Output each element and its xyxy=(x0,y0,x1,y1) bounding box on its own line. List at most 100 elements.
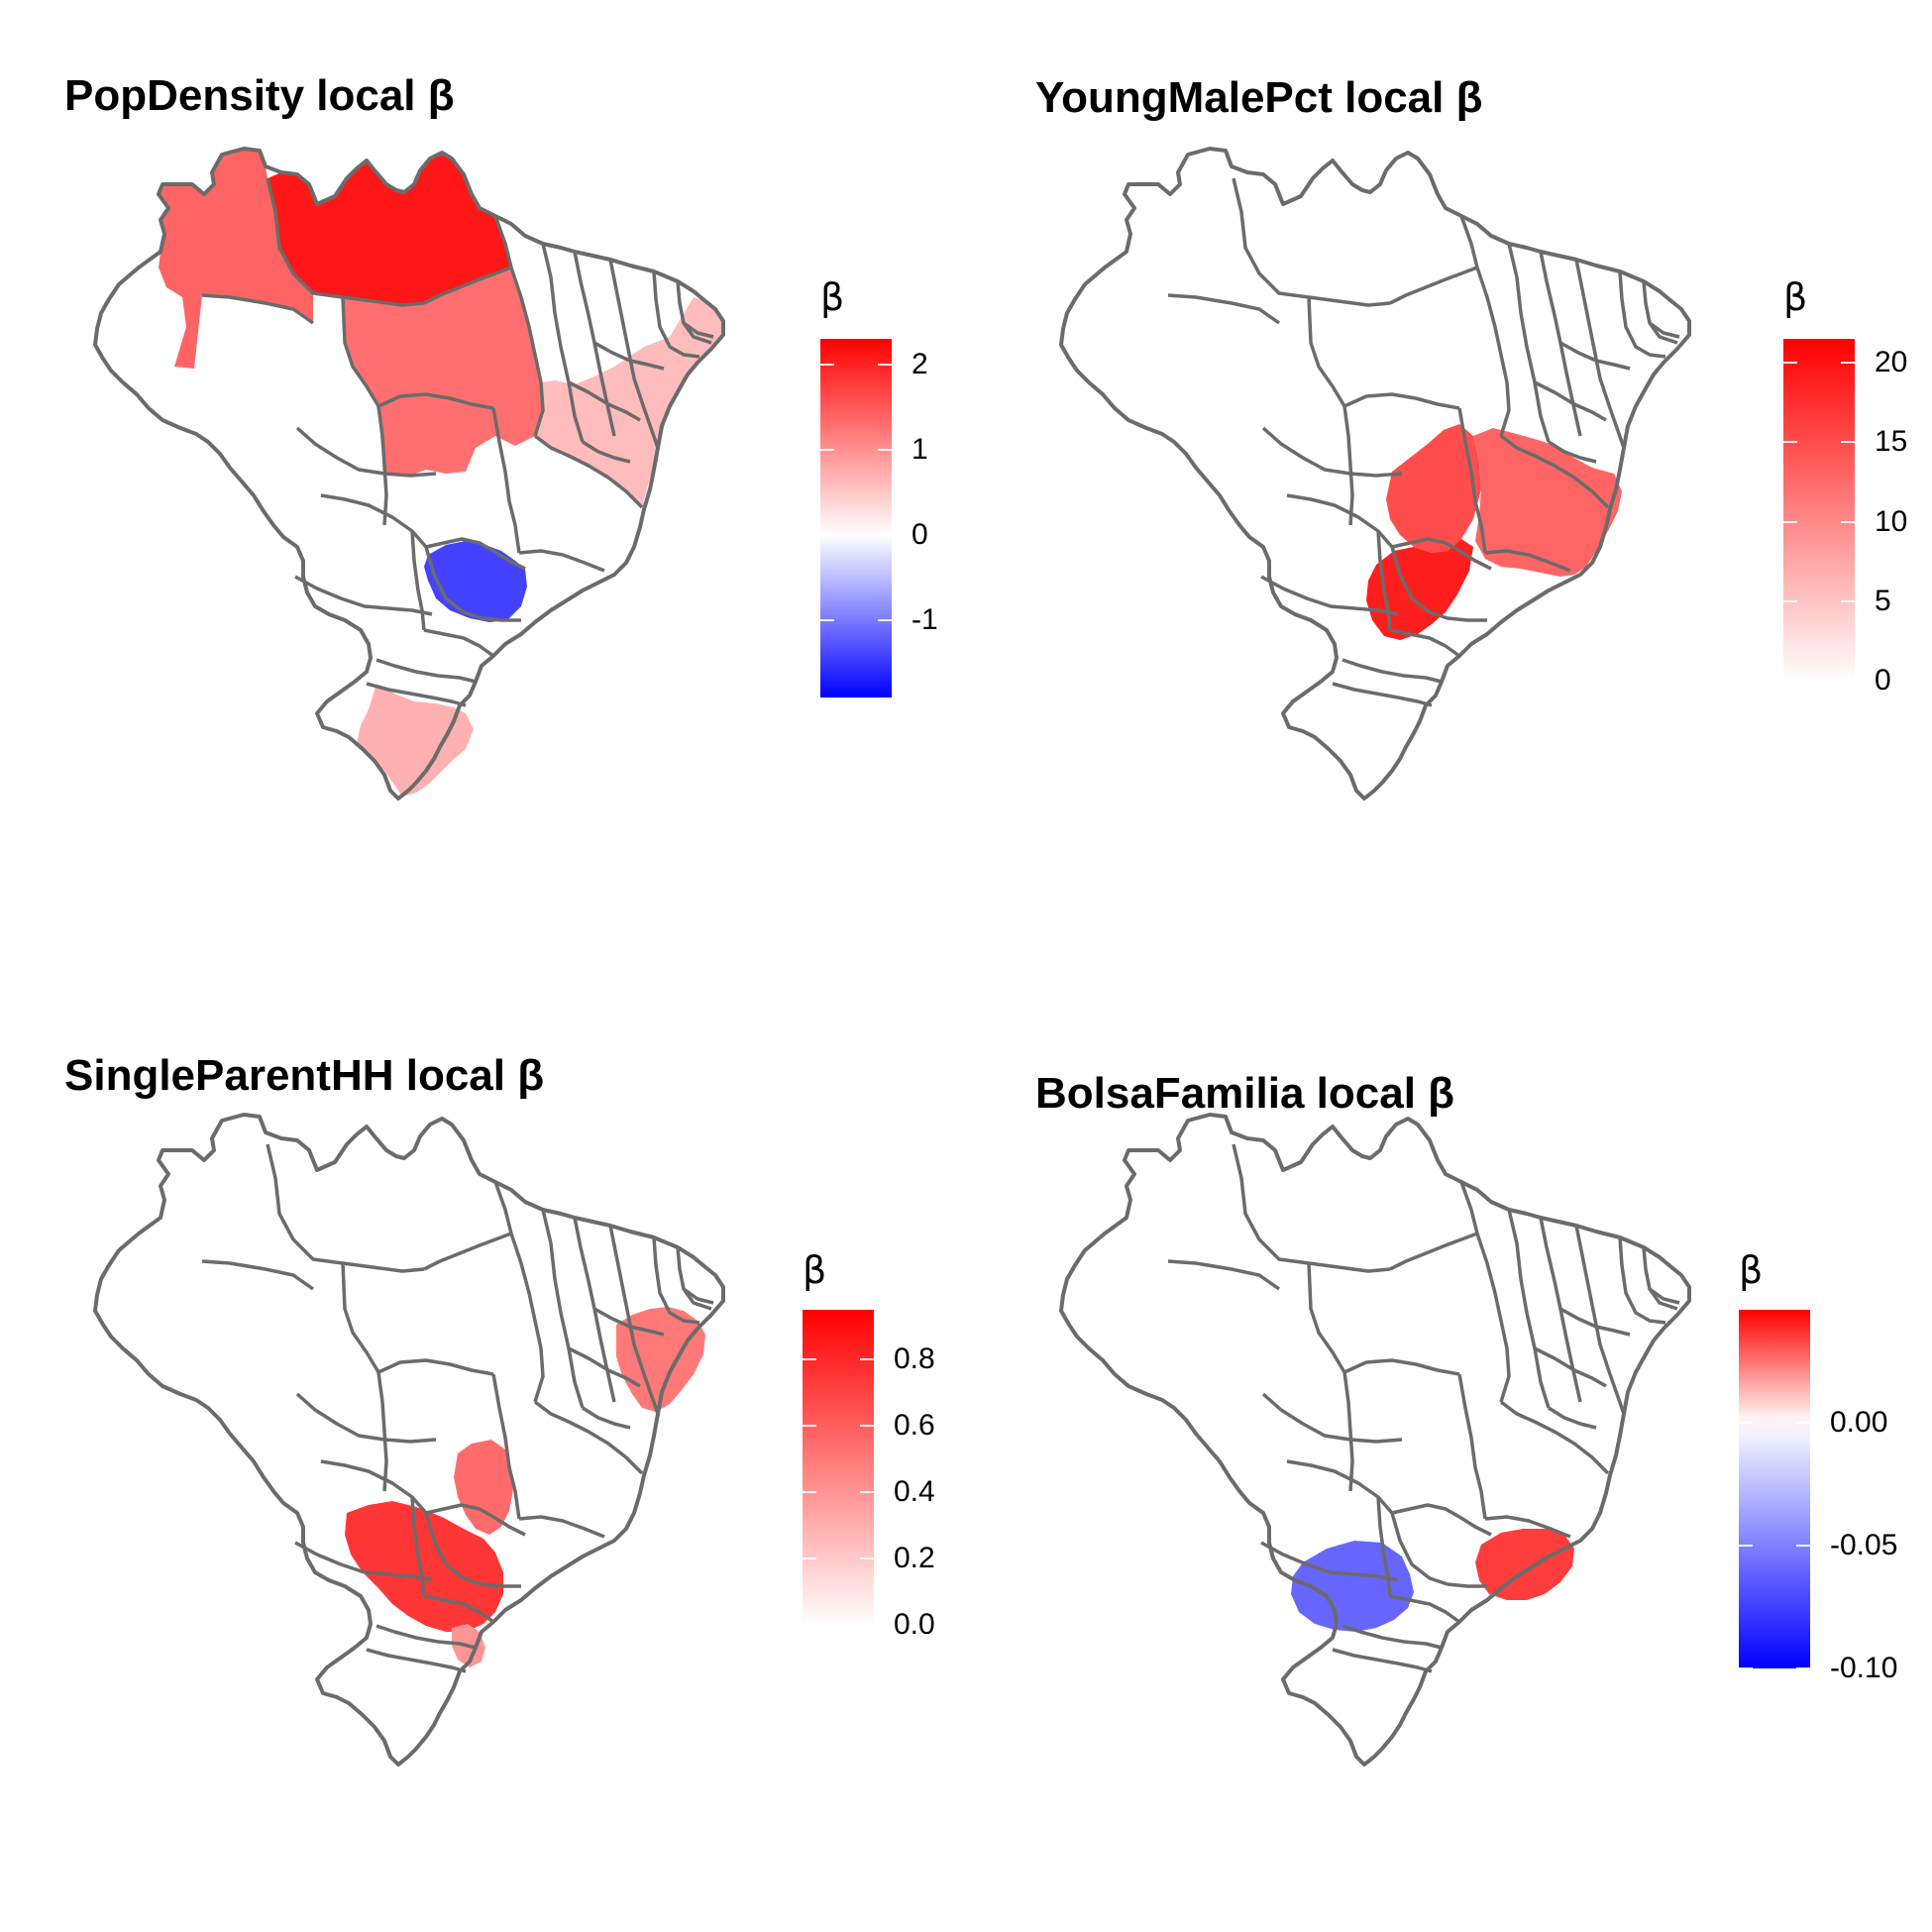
state-border xyxy=(593,1307,665,1337)
legend-title: β xyxy=(803,1248,827,1292)
state-border xyxy=(1332,1648,1433,1673)
brazil-map xyxy=(1059,1113,1691,1767)
state-border xyxy=(266,177,425,307)
state-border xyxy=(1376,530,1392,631)
legend-tick-mark xyxy=(803,1491,816,1494)
legend-tick-mark xyxy=(820,363,834,366)
state-border xyxy=(366,1648,467,1673)
state-border xyxy=(1548,1406,1597,1430)
legend-tick-mark xyxy=(1841,680,1855,682)
brazil-map xyxy=(93,147,725,801)
panel-title: YoungMalePct local β xyxy=(1035,73,1483,122)
legend-title: β xyxy=(1739,1248,1764,1292)
legend-tick-label: 0.4 xyxy=(894,1475,935,1509)
legend-tick-mark xyxy=(1796,1667,1810,1669)
state-border xyxy=(652,1236,700,1325)
state-border xyxy=(376,658,477,684)
state-border xyxy=(376,405,388,526)
state-border xyxy=(1389,266,1478,305)
state-border xyxy=(1307,296,1346,407)
state-border xyxy=(295,426,437,478)
region-north-center xyxy=(268,153,511,305)
state-border xyxy=(1390,1512,1487,1588)
state-border xyxy=(582,440,631,464)
state-border xyxy=(1342,1371,1354,1492)
legend-tick-label: 0.0 xyxy=(894,1608,935,1641)
state-border xyxy=(1391,1503,1492,1537)
state-border xyxy=(1391,537,1492,571)
legend-tick-label: 0.00 xyxy=(1830,1406,1888,1440)
legend-tick-label: 0.8 xyxy=(894,1342,935,1376)
state-border xyxy=(377,392,494,410)
legend-tick-mark xyxy=(860,1425,874,1428)
state-border xyxy=(533,1400,644,1475)
legend-tick-label: 10 xyxy=(1875,504,1908,538)
legend-tick-mark xyxy=(1739,1545,1753,1548)
legend-tick-mark xyxy=(860,1491,874,1494)
state-border xyxy=(425,537,526,571)
state-border xyxy=(1534,1346,1607,1388)
state-border xyxy=(1342,405,1354,526)
legend-tick-label: 2 xyxy=(912,347,928,380)
color-legend-bar xyxy=(803,1310,874,1625)
panel-singleparenthh: SingleParentHH local β β 0.8 0.6 0.4 0.2 0.0 xyxy=(0,966,966,1932)
state-border xyxy=(518,1515,605,1539)
legend-tick-mark xyxy=(820,534,834,537)
state-border xyxy=(1484,1515,1571,1539)
state-border xyxy=(1559,1307,1631,1337)
region-southeast xyxy=(1475,1529,1574,1600)
state-border xyxy=(1376,1496,1392,1597)
panel-title: PopDensity local β xyxy=(64,71,455,120)
state-border xyxy=(1232,1143,1391,1273)
panel-title: BolsaFamilia local β xyxy=(1035,1069,1455,1118)
state-border xyxy=(568,380,641,422)
state-border xyxy=(568,1346,641,1388)
legend-tick-label: -0.10 xyxy=(1830,1652,1898,1684)
state-border xyxy=(1459,1181,1479,1234)
color-legend-bar xyxy=(820,339,892,698)
legend-tick-mark xyxy=(1783,441,1797,444)
state-border xyxy=(1457,1373,1487,1520)
state-border xyxy=(295,1392,437,1444)
legend-tick-mark xyxy=(1739,1667,1753,1669)
state-border xyxy=(1389,1594,1461,1624)
legend-tick-mark xyxy=(1739,1422,1753,1425)
state-border xyxy=(1574,259,1626,449)
legend-tick-mark xyxy=(1841,362,1855,365)
state-border xyxy=(509,1233,545,1403)
state-border xyxy=(493,215,513,268)
state-border xyxy=(376,1624,477,1650)
state-border xyxy=(1390,546,1487,622)
state-border xyxy=(320,1459,428,1515)
legend-tick-label: -1 xyxy=(912,603,938,637)
country-outline xyxy=(1059,1113,1691,1767)
color-legend-bar xyxy=(1739,1310,1810,1668)
state-border xyxy=(1232,177,1391,307)
legend-tick-mark xyxy=(878,449,892,452)
legend-tick-mark xyxy=(1796,1545,1810,1548)
country-outline xyxy=(93,1113,725,1767)
panel-title: SingleParentHH local β xyxy=(64,1051,545,1100)
state-border xyxy=(1534,380,1607,422)
state-border xyxy=(493,1181,513,1234)
state-border xyxy=(1332,682,1433,707)
state-border xyxy=(1260,575,1399,616)
state-border xyxy=(541,1209,585,1409)
legend-tick-mark xyxy=(878,534,892,537)
legend-tick-mark xyxy=(803,1557,816,1560)
state-border xyxy=(608,1225,660,1415)
state-border xyxy=(1260,1541,1399,1582)
state-border xyxy=(201,1259,315,1291)
legend-tick-label: 15 xyxy=(1875,425,1908,459)
state-border xyxy=(593,341,665,371)
state-border xyxy=(1559,341,1631,371)
state-border xyxy=(1167,293,1281,325)
state-border xyxy=(1389,628,1461,658)
legend-tick-mark xyxy=(1796,1422,1810,1425)
legend-title: β xyxy=(1783,275,1808,319)
legend-tick-label: 0 xyxy=(912,518,928,552)
legend-tick-mark xyxy=(1841,520,1855,523)
state-border xyxy=(1484,549,1571,573)
state-border xyxy=(1342,1624,1443,1650)
state-border xyxy=(320,493,428,549)
